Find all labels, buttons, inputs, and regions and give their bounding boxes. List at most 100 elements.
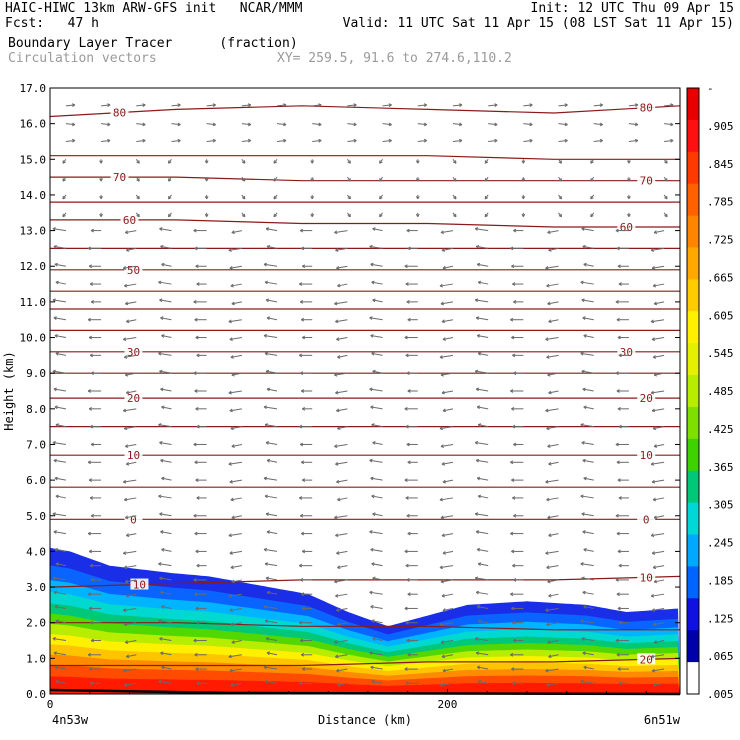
y-tick-label: 4.0 bbox=[26, 545, 46, 558]
circulation-vector bbox=[337, 426, 348, 430]
circulation-vector bbox=[475, 228, 489, 232]
vector-arrowhead bbox=[335, 248, 339, 252]
vector-arrowhead bbox=[283, 103, 287, 107]
circulation-vector bbox=[123, 607, 137, 611]
isotherm-line bbox=[50, 219, 680, 228]
colorbar-label: .005 bbox=[707, 688, 734, 701]
circulation-vector bbox=[442, 668, 454, 672]
vector-arrowhead bbox=[405, 620, 409, 625]
vector-arrowhead bbox=[298, 282, 303, 286]
circulation-vector bbox=[335, 654, 348, 658]
vector-arrowhead bbox=[231, 579, 235, 584]
circulation-vector bbox=[545, 550, 559, 554]
circulation-vector bbox=[337, 497, 348, 501]
vector-arrowhead bbox=[195, 406, 199, 411]
vector-arrowhead bbox=[89, 282, 93, 286]
circulation-vector bbox=[276, 123, 287, 126]
circulation-vector bbox=[335, 533, 348, 537]
vector-arrowhead bbox=[521, 196, 526, 200]
vector-arrowhead bbox=[388, 103, 392, 107]
circulation-vector bbox=[228, 319, 242, 323]
vector-arrowhead bbox=[440, 640, 444, 644]
vector-arrowhead bbox=[122, 408, 127, 413]
vector-arrowhead bbox=[634, 122, 639, 127]
circulation-vector bbox=[53, 317, 66, 321]
circulation-vector bbox=[628, 104, 638, 107]
colorbar-label: .365 bbox=[707, 461, 734, 474]
vector-arrowhead bbox=[90, 300, 94, 304]
y-tick-label: 6.0 bbox=[26, 474, 46, 487]
vector-arrowhead bbox=[546, 283, 550, 288]
vector-arrowhead bbox=[511, 549, 515, 554]
vector-arrowhead bbox=[196, 282, 200, 286]
circulation-vector bbox=[382, 104, 392, 107]
vector-arrowhead bbox=[99, 160, 103, 164]
circulation-vector bbox=[440, 443, 454, 447]
vector-arrowhead bbox=[353, 122, 357, 127]
vector-arrowhead bbox=[228, 593, 232, 598]
vector-arrowhead bbox=[616, 389, 620, 393]
colorbar-swatch bbox=[687, 662, 699, 695]
colorbar-swatch bbox=[687, 534, 699, 567]
vector-arrowhead bbox=[230, 683, 234, 687]
vector-arrowhead bbox=[615, 300, 619, 304]
vector-arrowhead bbox=[263, 604, 268, 609]
vector-arrowhead bbox=[545, 668, 549, 673]
vector-arrowhead bbox=[55, 562, 59, 566]
circulation-vector bbox=[653, 565, 665, 569]
vector-arrowhead bbox=[161, 405, 165, 410]
circulation-vector bbox=[263, 666, 278, 670]
vector-arrowhead bbox=[241, 213, 246, 218]
vector-arrowhead bbox=[122, 337, 127, 342]
isotherm-line bbox=[50, 622, 680, 631]
circulation-vector bbox=[158, 424, 172, 428]
vector-arrowhead bbox=[407, 592, 411, 597]
vector-arrowhead bbox=[670, 103, 674, 107]
circulation-vector bbox=[558, 104, 568, 107]
circulation-vector bbox=[55, 563, 66, 567]
circulation-vector bbox=[230, 354, 242, 358]
vector-arrowhead bbox=[122, 668, 127, 673]
vector-arrowhead bbox=[195, 606, 199, 611]
vector-arrowhead bbox=[476, 547, 481, 552]
circulation-vector bbox=[265, 577, 278, 581]
vector-arrowhead bbox=[617, 606, 621, 611]
vector-arrowhead bbox=[55, 423, 59, 427]
vector-arrowhead bbox=[664, 213, 668, 218]
vector-arrowhead bbox=[664, 160, 668, 164]
vector-arrowhead bbox=[299, 638, 304, 643]
circulation-vector bbox=[652, 265, 665, 269]
circulation-vector bbox=[231, 301, 242, 305]
vector-arrowhead bbox=[266, 387, 271, 392]
x-axis-title: Distance (km) bbox=[318, 713, 412, 727]
circulation-vector bbox=[263, 548, 278, 552]
vector-arrowhead bbox=[336, 479, 340, 484]
circulation-vector bbox=[369, 459, 383, 463]
isotherm-label: 0 bbox=[130, 513, 137, 526]
vector-arrowhead bbox=[122, 266, 127, 270]
vector-arrowhead bbox=[442, 408, 446, 413]
circulation-vector bbox=[440, 372, 454, 376]
circulation-vector bbox=[546, 426, 559, 430]
circulation-vector bbox=[441, 319, 454, 323]
vector-arrowhead bbox=[298, 681, 303, 686]
y-tick-label: 11.0 bbox=[20, 296, 47, 309]
circulation-vector bbox=[370, 263, 383, 267]
circulation-vector bbox=[264, 620, 278, 624]
circulation-vector bbox=[206, 123, 216, 126]
vector-arrowhead bbox=[406, 638, 410, 643]
vector-arrowhead bbox=[521, 178, 526, 182]
vector-arrowhead bbox=[548, 319, 552, 324]
isotherm-label-bg bbox=[124, 392, 143, 404]
vector-arrowhead bbox=[545, 337, 549, 342]
circulation-vector bbox=[53, 652, 66, 656]
vector-arrowhead bbox=[439, 283, 443, 288]
vector-arrowhead bbox=[122, 479, 127, 484]
vector-arrowhead bbox=[124, 444, 129, 448]
circulation-vector bbox=[265, 513, 278, 517]
circulation-vector bbox=[372, 577, 383, 581]
vector-arrowhead bbox=[264, 494, 269, 499]
vector-arrowhead bbox=[335, 462, 339, 466]
vector-arrowhead bbox=[231, 444, 235, 448]
